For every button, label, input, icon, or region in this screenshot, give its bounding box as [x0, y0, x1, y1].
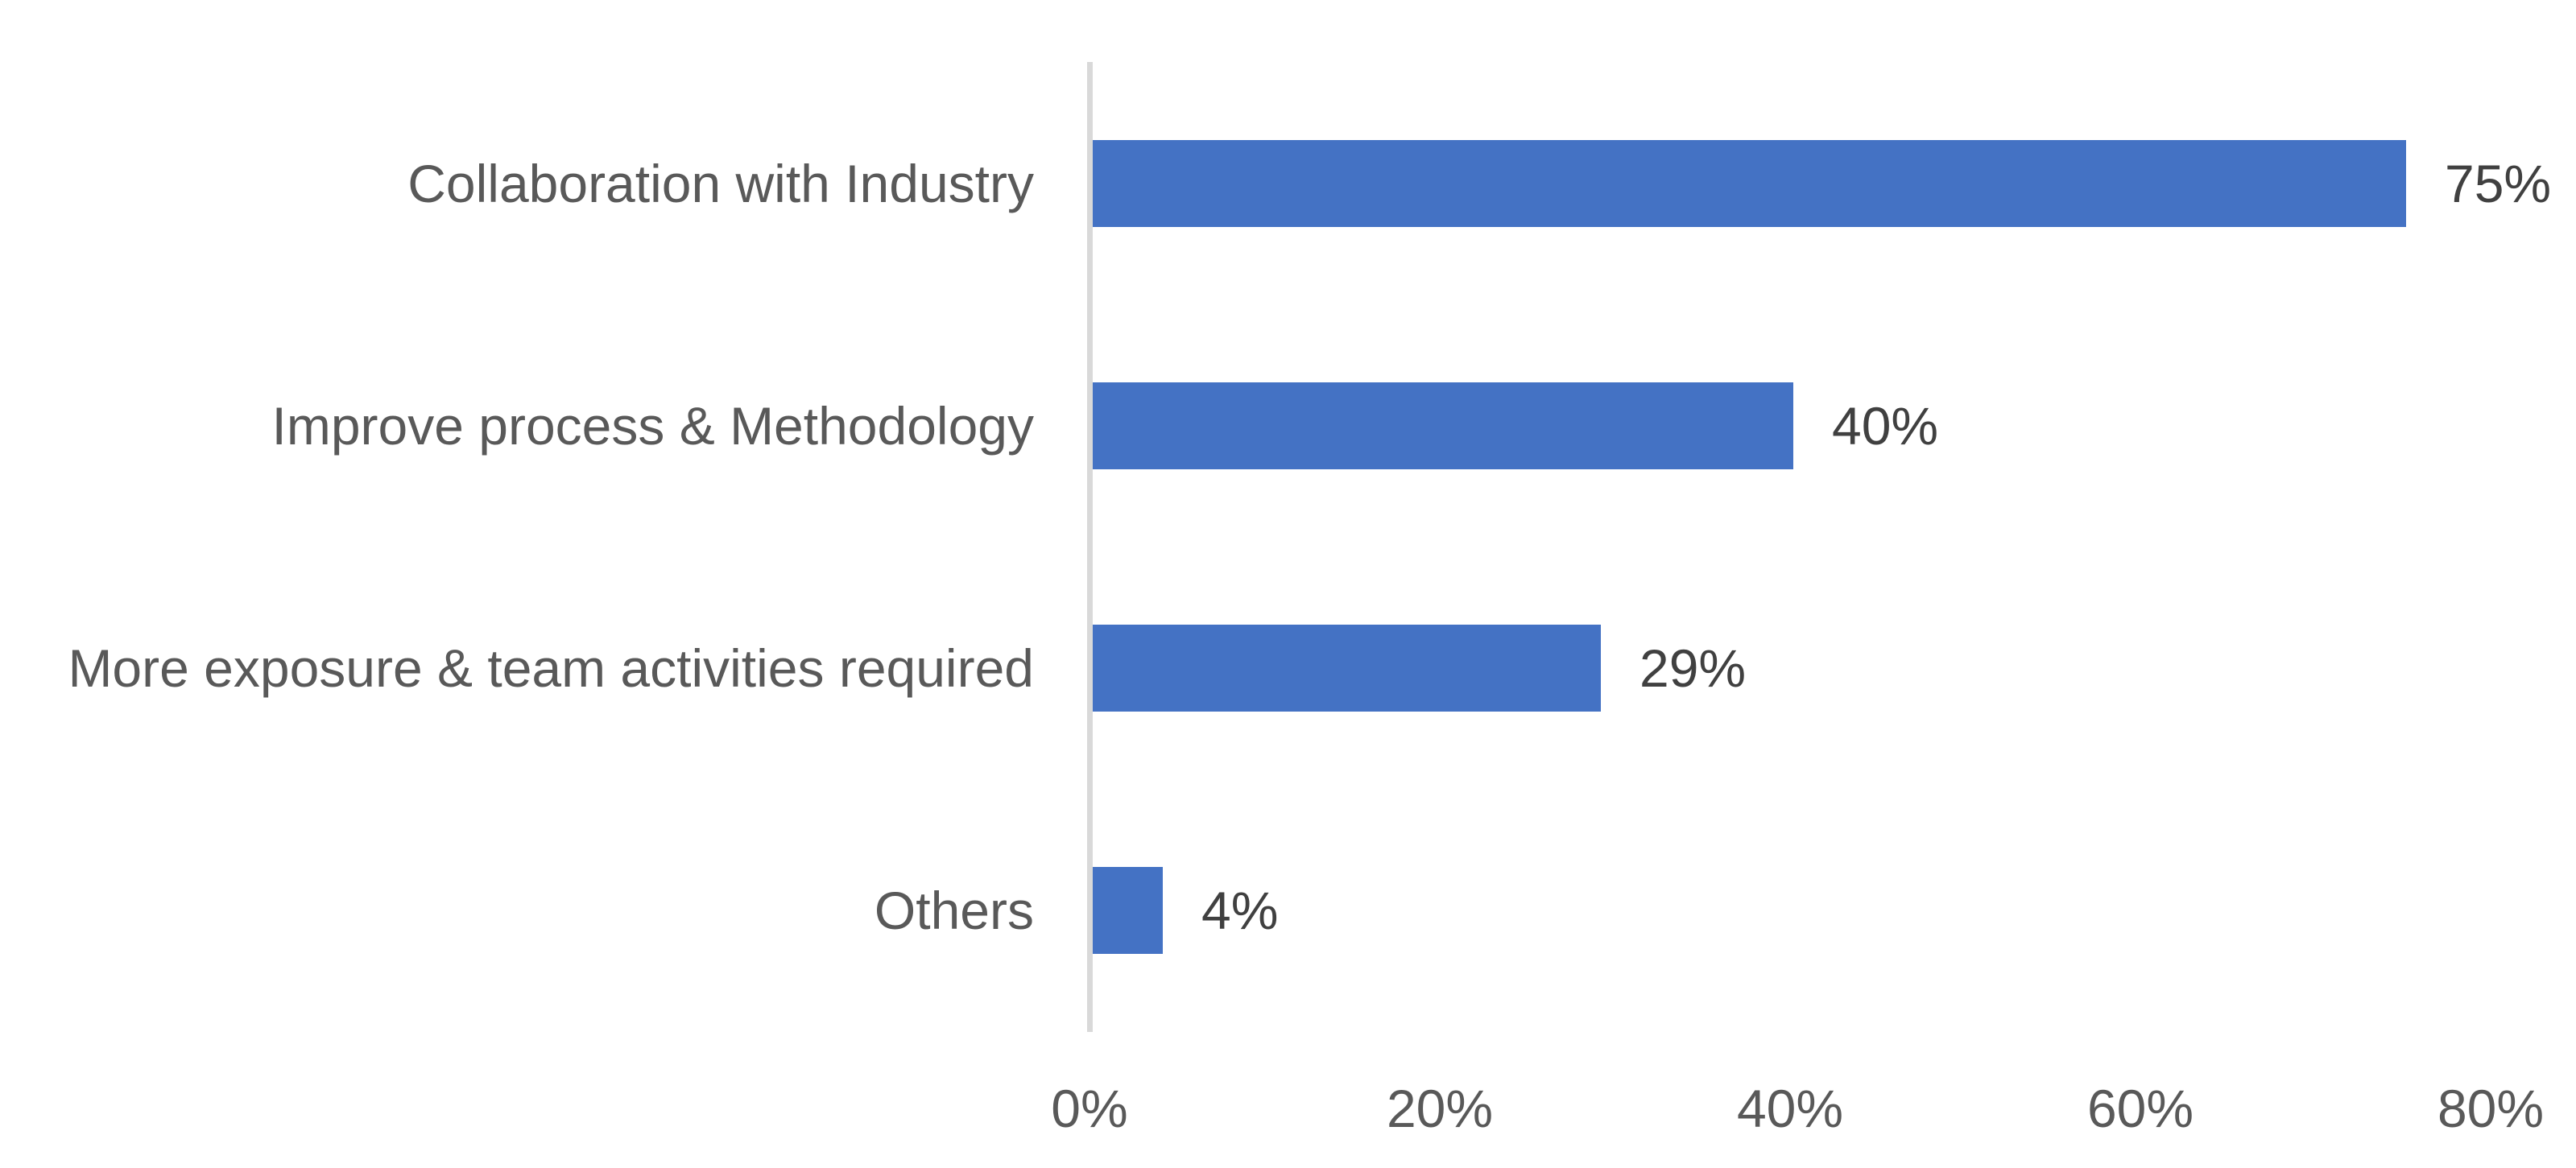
value-label: 29% [1639, 638, 1747, 698]
y-axis-line [1087, 62, 1093, 1032]
category-label: Improve process & Methodology [271, 396, 1034, 456]
value-label: 40% [1832, 396, 1939, 456]
bar [1093, 382, 1793, 469]
bar [1093, 625, 1601, 712]
value-label: 4% [1201, 881, 1279, 940]
x-axis-tick-label: 20% [1386, 1079, 1494, 1138]
category-label: Collaboration with Industry [407, 154, 1034, 213]
bar [1093, 140, 2406, 227]
x-axis-tick-label: 60% [2086, 1079, 2194, 1138]
x-axis-tick-label: 80% [2437, 1079, 2545, 1138]
x-axis-tick-label: 40% [1736, 1079, 1844, 1138]
category-label: Others [874, 881, 1034, 940]
category-label: More exposure & team activities required [68, 638, 1034, 698]
x-axis-tick-label: 0% [1051, 1079, 1128, 1138]
value-label: 75% [2445, 154, 2552, 213]
bar [1093, 867, 1163, 954]
